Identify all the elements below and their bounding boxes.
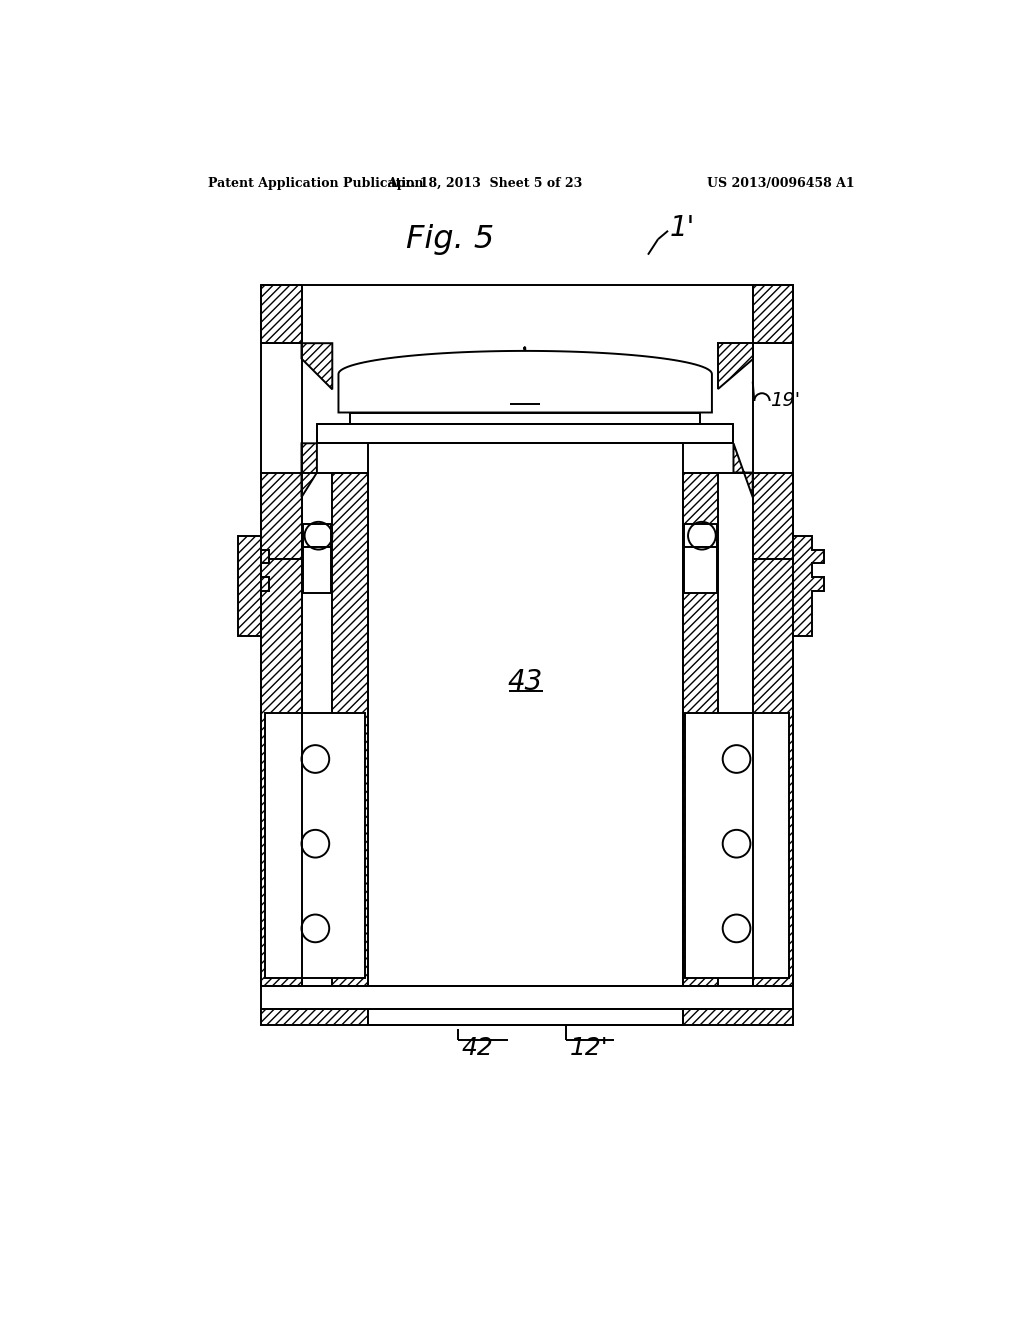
Bar: [684, 548, 717, 594]
Polygon shape: [753, 473, 793, 558]
Polygon shape: [793, 536, 823, 636]
Bar: [685, 713, 788, 978]
Text: Apr. 18, 2013  Sheet 5 of 23: Apr. 18, 2013 Sheet 5 of 23: [387, 177, 583, 190]
Polygon shape: [339, 351, 712, 412]
Bar: [303, 524, 331, 548]
Polygon shape: [301, 343, 333, 389]
Text: US 2013/0096458 A1: US 2013/0096458 A1: [707, 177, 854, 190]
Text: Fig. 5: Fig. 5: [406, 224, 495, 255]
Bar: [316, 424, 733, 444]
Polygon shape: [301, 444, 316, 498]
Polygon shape: [261, 558, 301, 986]
Polygon shape: [718, 343, 753, 389]
Bar: [368, 1010, 683, 1024]
Bar: [368, 473, 683, 986]
Bar: [301, 284, 753, 286]
Text: 12': 12': [569, 1036, 608, 1060]
Polygon shape: [753, 558, 793, 986]
Bar: [265, 713, 366, 978]
Polygon shape: [261, 1010, 368, 1024]
Text: 19': 19': [770, 392, 800, 411]
Bar: [261, 986, 793, 1010]
Text: 42: 42: [462, 1036, 494, 1060]
Bar: [369, 1010, 682, 1024]
Text: 1': 1': [670, 214, 695, 242]
Polygon shape: [683, 1010, 793, 1024]
Polygon shape: [683, 473, 718, 986]
Polygon shape: [239, 536, 269, 636]
Polygon shape: [753, 285, 793, 343]
Text: 44: 44: [510, 385, 540, 409]
Polygon shape: [333, 473, 368, 986]
Polygon shape: [261, 473, 301, 558]
Text: 43: 43: [507, 668, 543, 696]
Bar: [684, 524, 717, 548]
Polygon shape: [261, 285, 301, 343]
Bar: [350, 413, 700, 424]
Text: Patent Application Publication: Patent Application Publication: [208, 177, 423, 190]
Polygon shape: [733, 444, 753, 498]
Bar: [303, 548, 331, 594]
